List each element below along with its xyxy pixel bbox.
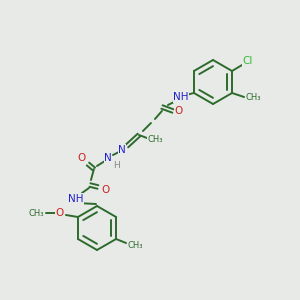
Text: O: O [175, 106, 183, 116]
Text: N: N [118, 145, 126, 155]
Text: NH: NH [68, 194, 84, 204]
Text: CH₃: CH₃ [245, 94, 261, 103]
Text: Cl: Cl [243, 56, 253, 66]
Text: O: O [78, 153, 86, 163]
Text: H: H [114, 160, 120, 169]
Text: CH₃: CH₃ [127, 241, 143, 250]
Text: N: N [104, 153, 112, 163]
Text: CH₃: CH₃ [28, 208, 44, 217]
Text: NH: NH [173, 92, 189, 102]
Text: O: O [56, 208, 64, 218]
Text: CH₃: CH₃ [147, 134, 163, 143]
Text: O: O [102, 185, 110, 195]
